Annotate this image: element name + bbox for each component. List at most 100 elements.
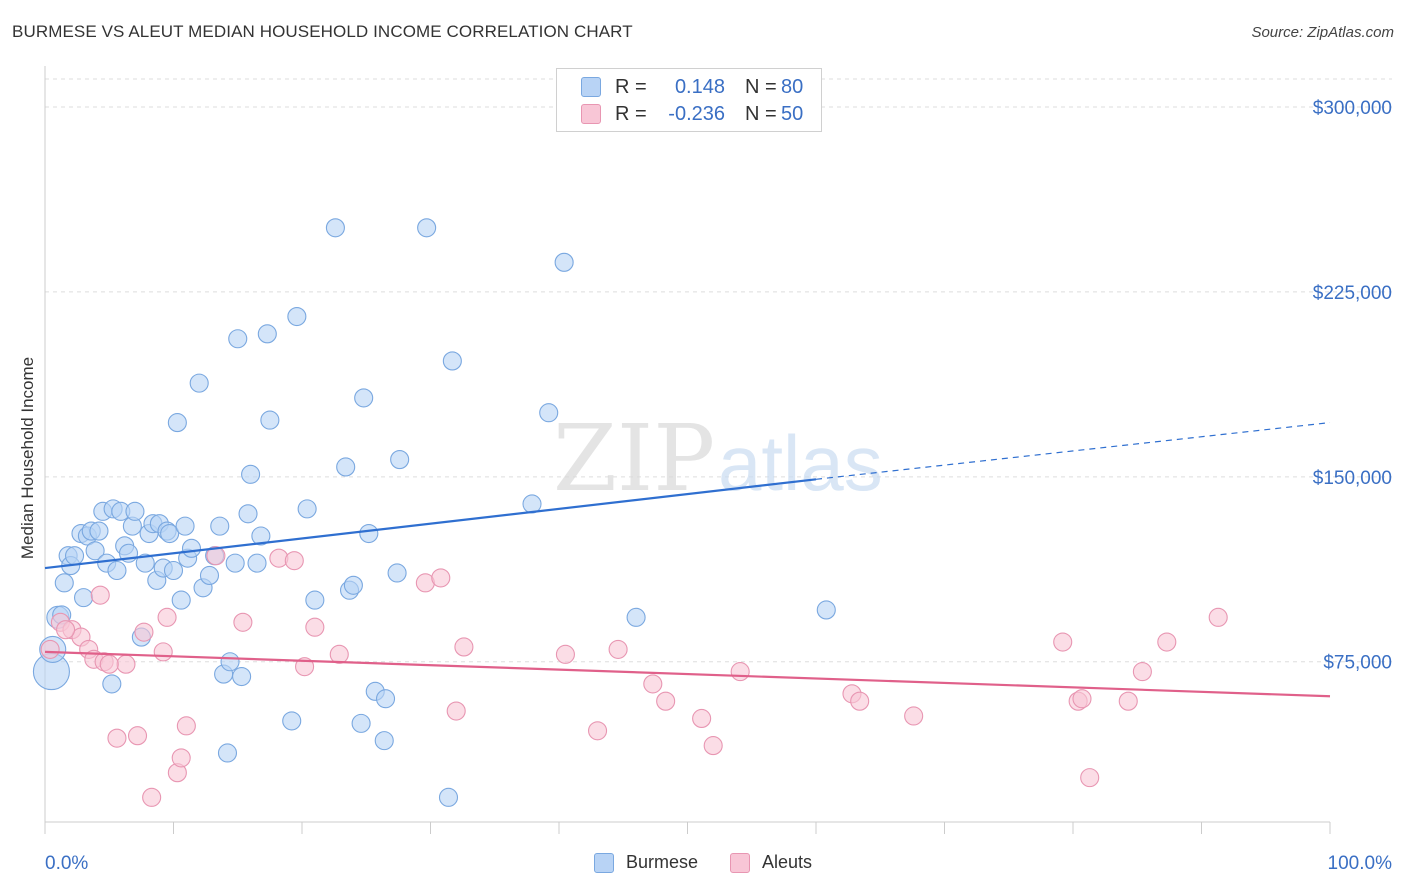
burmese-point [135,553,155,573]
burmese-point [210,516,230,536]
aleuts-point [329,644,349,664]
burmese-swatch [581,77,601,97]
burmese-point [390,450,410,470]
y-tick-label: $300,000 [1313,98,1392,119]
aleuts-point [116,654,136,674]
aleuts-point [643,674,663,694]
burmese-point [238,504,258,524]
burmese-point [247,553,267,573]
burmese-point [189,373,209,393]
aleuts-point [1080,768,1100,788]
aleuts-point [1208,607,1228,627]
burmese-point [374,731,394,751]
aleuts-point [107,728,127,748]
burmese-point [282,711,302,731]
aleuts-point [157,607,177,627]
burmese-point [232,666,252,687]
burmese-point [241,464,261,484]
aleuts-point [446,701,466,721]
aleuts-point [171,748,191,768]
legend-row-aleuts: R = -0.236 N = 50 [581,102,803,126]
r-label: R = [615,102,647,125]
series-legend: Burmese Aleuts [0,852,1406,873]
burmese-point [343,575,363,595]
burmese-point [325,218,345,238]
aleuts-point [1118,691,1138,711]
x-tick-label: 0.0% [45,853,88,874]
aleuts-point [1053,632,1073,652]
burmese-point [387,563,407,583]
n-label: N = [745,102,777,125]
burmese-point [257,324,277,344]
aleuts-point [1132,662,1152,682]
burmese-trend-line [44,478,817,570]
burmese-point [417,218,437,238]
aleuts-point [431,568,451,588]
burmese-point [228,329,248,349]
burmese-point [171,590,191,610]
source-credit: Source: ZipAtlas.com [1251,24,1394,41]
burmese-point [107,560,127,581]
burmese-point [220,652,240,672]
burmese-point [175,516,195,536]
aleuts-swatch [581,104,601,124]
aleuts-point [608,639,628,659]
burmese-point [65,546,85,566]
r-value: -0.236 [668,102,725,125]
burmese-point [626,607,646,627]
correlation-legend: R = 0.148 N = 80 R = -0.236 N = 50 [556,68,822,132]
watermark-atlas: atlas [718,419,883,507]
burmese-point [89,521,109,541]
burmese-trend-extension [815,421,1331,480]
burmese-point [225,553,245,573]
legend-item-burmese[interactable]: Burmese [593,852,698,873]
burmese-point [85,541,105,561]
burmese-point [297,499,317,519]
burmese-point [160,523,180,544]
burmese-point [305,590,325,610]
burmese-point [163,560,184,581]
burmese-point [181,538,202,558]
aleuts-point [206,546,226,566]
burmese-point [554,252,574,272]
burmese-point [74,588,94,608]
aleuts-point [587,721,608,741]
burmese-point [375,689,396,709]
n-value: 80 [781,75,804,98]
burmese-point [260,410,280,430]
r-value: 0.148 [674,75,725,98]
chart-title: BURMESE VS ALEUT MEDIAN HOUSEHOLD INCOME… [12,22,633,41]
aleuts-point [90,585,110,605]
burmese-point [539,403,559,423]
aleuts-point [127,726,148,746]
aleuts-point [703,736,723,756]
burmese-point [438,787,459,807]
legend-label-aleuts: Aleuts [762,852,813,872]
aleuts-point [142,787,162,807]
aleuts-point [99,654,119,674]
y-tick-label: $75,000 [1323,653,1392,674]
burmese-point [359,523,379,544]
aleuts-point [295,657,315,677]
burmese-point [442,351,462,371]
burmese-point [217,743,238,763]
aleuts-point [555,644,575,664]
aleuts-point [134,622,154,642]
legend-row-burmese: R = 0.148 N = 80 [581,75,803,99]
n-value: 50 [781,102,804,125]
burmese-swatch [593,852,614,873]
n-label: N = [745,75,777,98]
burmese-point [199,565,220,585]
y-tick-label: $225,000 [1313,283,1392,304]
burmese-point [54,573,74,593]
aleuts-swatch [730,852,750,873]
legend-item-aleuts[interactable]: Aleuts [730,852,812,873]
aleuts-point [56,620,76,640]
x-tick-label: 100.0% [1328,853,1393,874]
aleuts-point [40,639,60,659]
aleuts-point [1072,689,1092,709]
burmese-point [336,457,356,477]
burmese-point [167,413,187,433]
aleuts-point [656,691,676,711]
